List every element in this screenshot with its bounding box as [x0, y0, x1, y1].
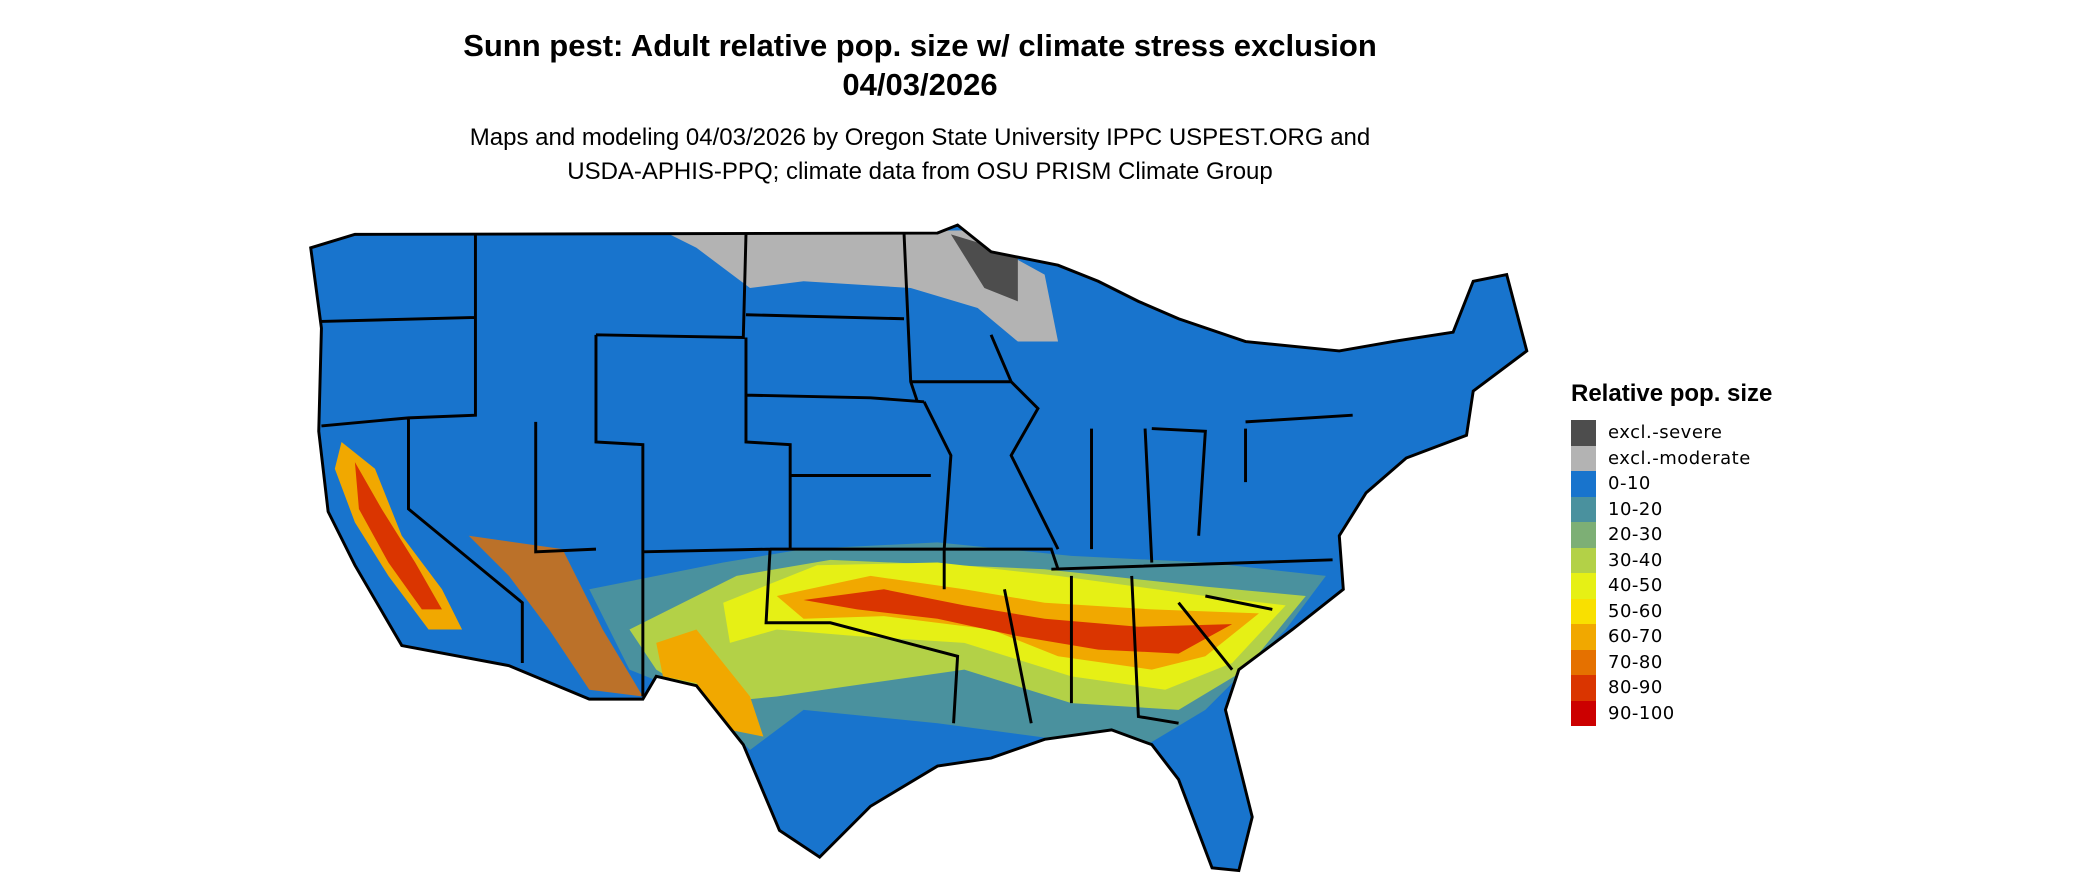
legend-swatch [1571, 496, 1596, 522]
legend-item: 60-70 [1571, 624, 1772, 650]
map-subtitle-line2: USDA-APHIS-PPQ; climate data from OSU PR… [567, 158, 1273, 185]
legend-label: 40-50 [1608, 575, 1663, 597]
legend-swatch [1571, 700, 1596, 726]
legend-swatch [1571, 471, 1596, 497]
legend-label: 10-20 [1608, 498, 1663, 520]
legend-swatch [1571, 445, 1596, 471]
legend-item: excl.-severe [1571, 420, 1772, 446]
legend-swatch [1571, 522, 1596, 548]
legend-label: 70-80 [1608, 651, 1663, 673]
map-title: Sunn pest: Adult relative pop. size w/ c… [463, 28, 1377, 63]
legend-label: 50-60 [1608, 600, 1663, 622]
legend-label: 0-10 [1608, 473, 1651, 495]
state-borders [309, 223, 1529, 873]
legend-item: 50-60 [1571, 598, 1772, 624]
legend-swatch [1571, 624, 1596, 650]
zone-tx-60-70 [656, 629, 764, 737]
legend-item: 0-10 [1571, 471, 1772, 497]
legend-swatch [1571, 547, 1596, 573]
zone-ca-80-90 [354, 462, 442, 610]
legend-label: excl.-severe [1608, 422, 1723, 444]
legend-title: Relative pop. size [1571, 380, 1773, 407]
legend-item: 40-50 [1571, 573, 1772, 599]
legend-item: 30-40 [1571, 547, 1772, 573]
legend-label: 60-70 [1608, 626, 1663, 648]
legend-label: 30-40 [1608, 549, 1663, 571]
legend-label: 80-90 [1608, 677, 1663, 699]
legend-label: 20-30 [1608, 524, 1663, 546]
legend-swatch [1571, 420, 1596, 446]
legend-label: 90-100 [1608, 702, 1675, 724]
zone-az-70-80 [468, 535, 643, 697]
legend-label: excl.-moderate [1608, 447, 1751, 469]
map-date: 04/03/2026 [842, 67, 998, 102]
zone-80-90 [803, 589, 1233, 654]
legend-swatch [1571, 573, 1596, 599]
legend-item: 80-90 [1571, 675, 1772, 701]
legend-item: 10-20 [1571, 496, 1772, 522]
legend-item: 90-100 [1571, 700, 1772, 726]
map-subtitle-line1: Maps and modeling 04/03/2026 by Oregon S… [469, 124, 1371, 151]
legend-swatch [1571, 649, 1596, 675]
legend: Relative pop. size excl.-severe excl.-mod… [1571, 380, 1772, 726]
legend-swatch [1571, 675, 1596, 701]
legend-swatch [1571, 598, 1596, 624]
legend-item: 70-80 [1571, 649, 1772, 675]
legend-item: 20-30 [1571, 522, 1772, 548]
zone-excl-moderate [669, 230, 1059, 342]
legend-item: excl.-moderate [1571, 445, 1772, 471]
